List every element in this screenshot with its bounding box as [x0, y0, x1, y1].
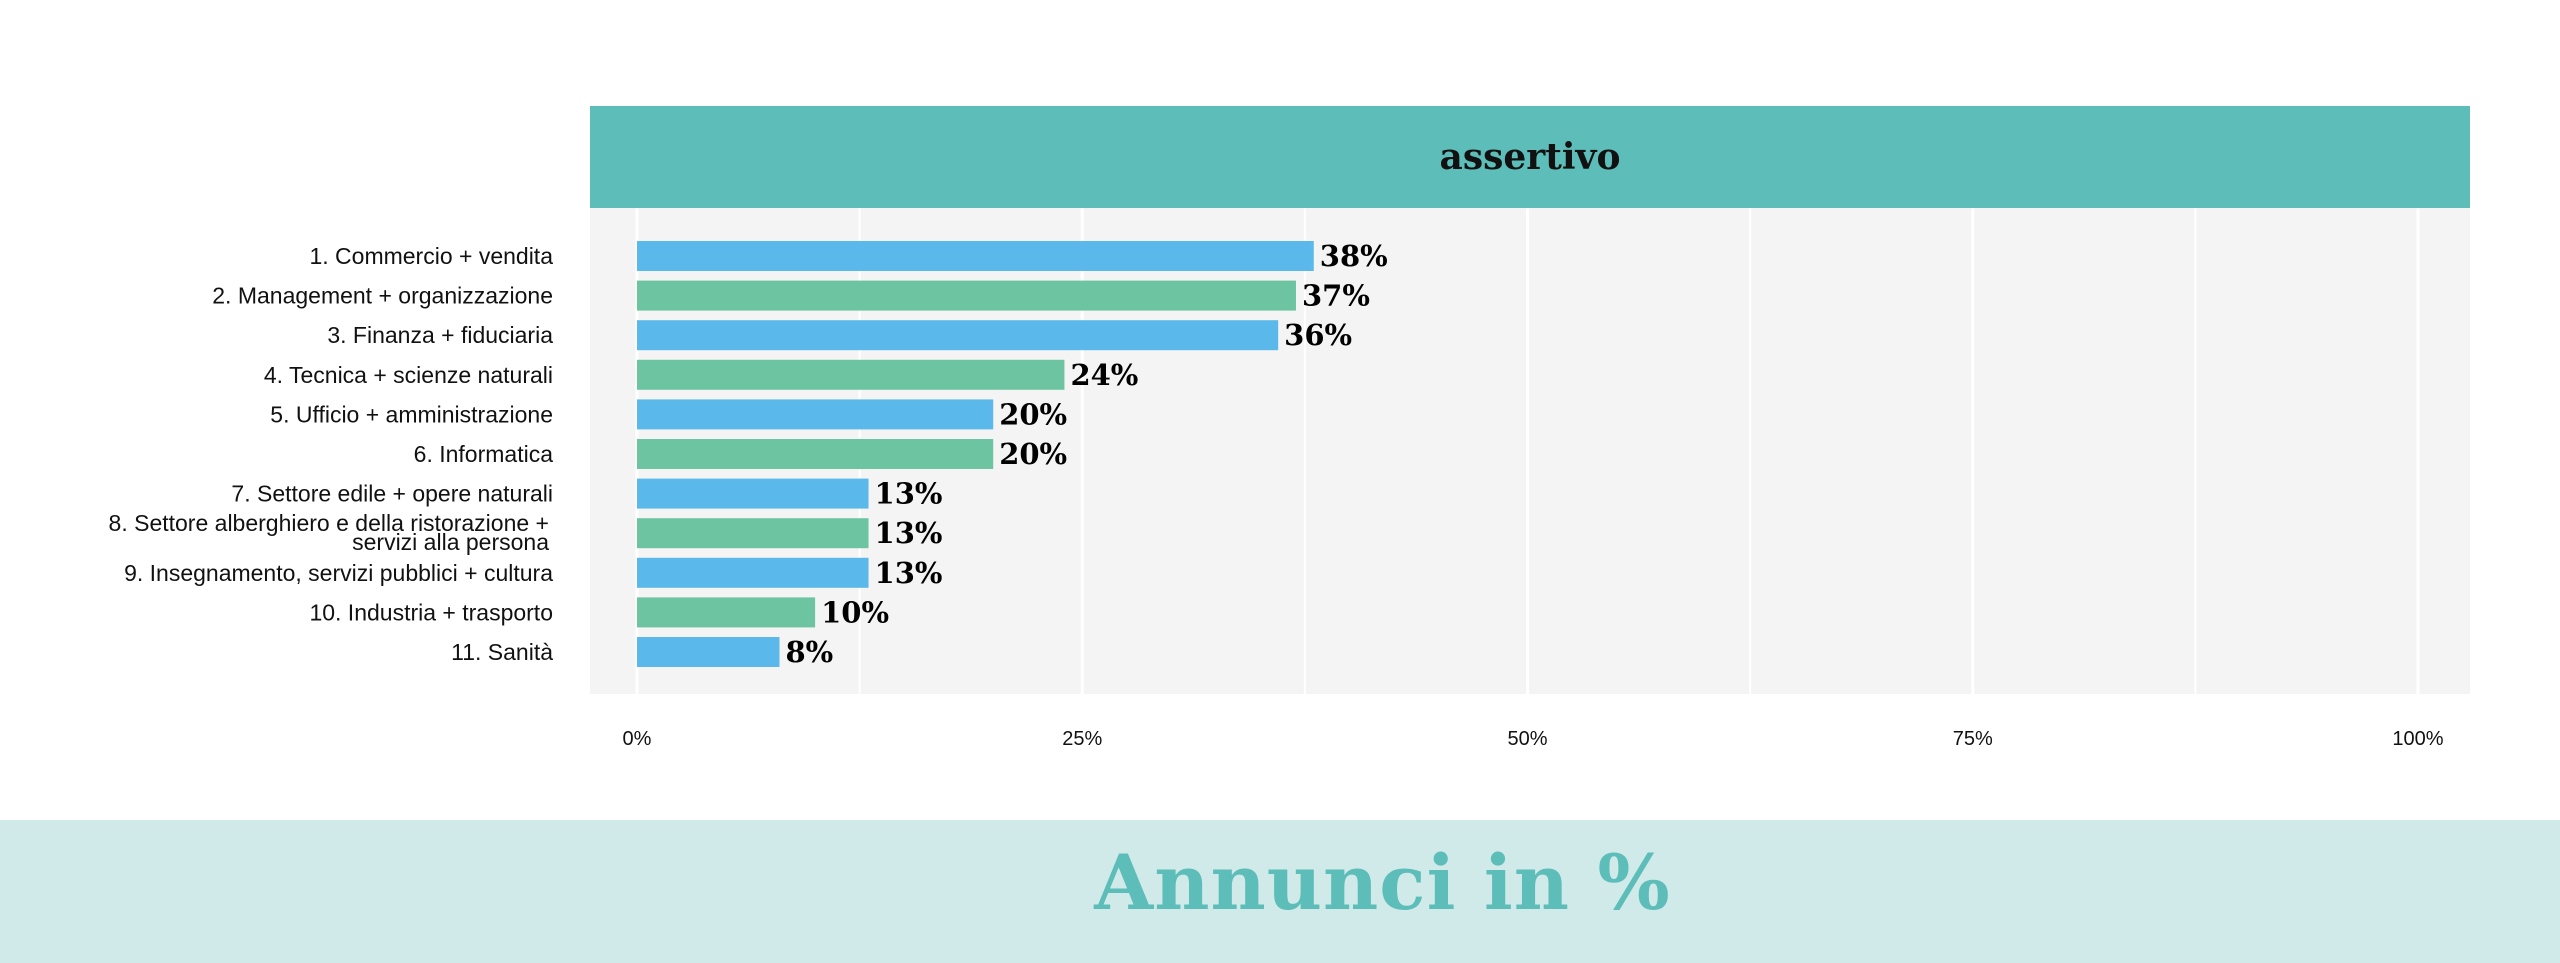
value-label: 37%	[1302, 279, 1370, 313]
value-label: 24%	[1070, 358, 1138, 392]
category-label: 9. Insegnamento, servizi pubblici + cult…	[124, 560, 553, 586]
bar	[637, 637, 780, 667]
value-label: 13%	[875, 556, 943, 590]
category-label: 5. Ufficio + amministrazione	[270, 401, 553, 427]
bar	[637, 320, 1279, 351]
category-label: 8. Settore alberghiero e della ristorazi…	[109, 510, 550, 555]
value-label: 13%	[875, 516, 943, 550]
bar	[637, 557, 869, 588]
bar	[637, 241, 1314, 271]
category-label: 1. Commercio + vendita	[309, 243, 553, 269]
facet-title: assertivo	[1440, 136, 1621, 178]
footer-band	[0, 820, 2560, 963]
category-label: 7. Settore edile + opere naturali	[231, 481, 553, 507]
x-tick-label: 0%	[623, 728, 652, 750]
bar	[637, 280, 1296, 311]
bar	[637, 478, 869, 509]
value-label: 20%	[999, 397, 1067, 431]
footer-title: Annunci in %	[1094, 838, 1671, 927]
category-label: 6. Informatica	[414, 441, 554, 467]
bar	[637, 518, 869, 549]
category-label: 2. Management + organizzazione	[212, 283, 553, 309]
bar	[637, 359, 1065, 390]
value-label: 38%	[1320, 239, 1388, 273]
bar	[637, 597, 816, 628]
x-tick-label: 75%	[1953, 728, 1993, 750]
value-label: 20%	[999, 437, 1067, 471]
x-tick-label: 25%	[1062, 728, 1102, 750]
category-label: 4. Tecnica + scienze naturali	[264, 362, 553, 388]
category-label: 3. Finanza + fiduciaria	[327, 322, 553, 348]
category-label: 10. Industria + trasporto	[309, 599, 553, 625]
value-label: 13%	[875, 477, 943, 511]
bar	[637, 399, 994, 430]
x-tick-label: 50%	[1507, 728, 1547, 750]
category-label: 11. Sanità	[451, 639, 553, 665]
bar	[637, 439, 994, 469]
x-tick-label: 100%	[2392, 728, 2443, 750]
value-label: 8%	[785, 635, 833, 669]
value-label: 36%	[1284, 318, 1352, 352]
value-label: 10%	[821, 595, 889, 629]
facet-header	[590, 106, 2470, 208]
